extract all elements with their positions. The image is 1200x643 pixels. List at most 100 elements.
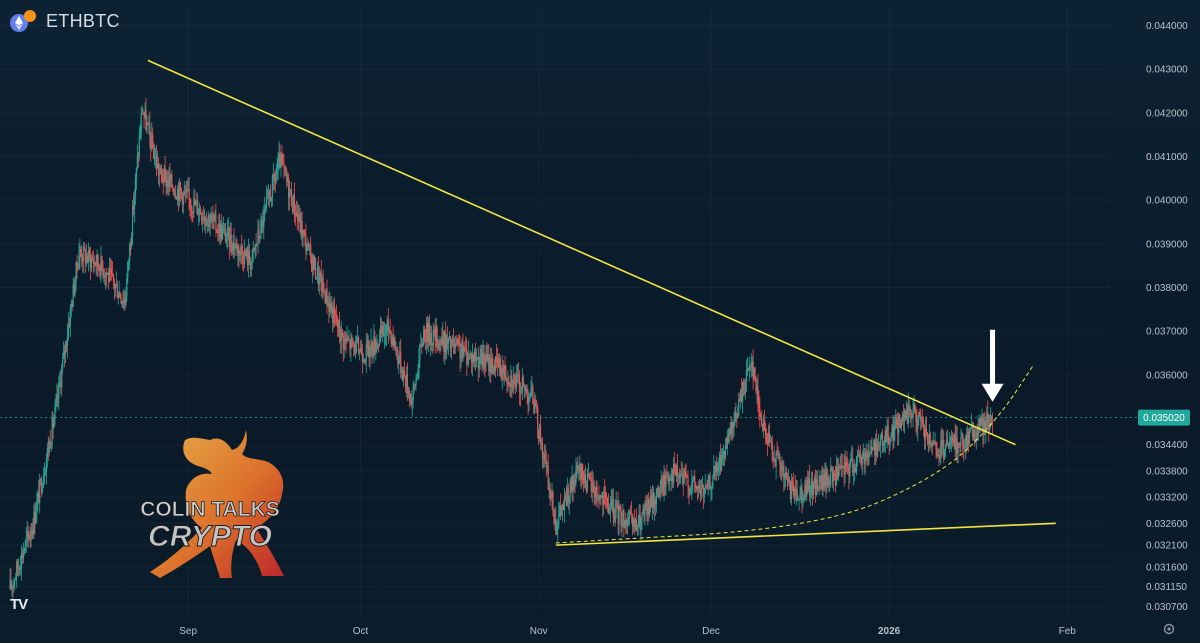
candle — [142, 108, 144, 115]
candle — [285, 165, 287, 177]
candle — [293, 182, 296, 223]
candle — [532, 383, 534, 405]
candle — [297, 204, 299, 232]
candle — [319, 269, 321, 283]
candle — [363, 357, 365, 364]
candle — [656, 485, 658, 498]
ascending-support-trendline[interactable] — [555, 522, 1056, 546]
candle — [230, 222, 232, 256]
candle — [793, 486, 795, 504]
candle — [425, 316, 428, 355]
current-price-badge[interactable] — [1138, 409, 1190, 426]
candle — [39, 473, 41, 514]
candle — [30, 523, 32, 548]
candle — [489, 353, 491, 382]
candle — [86, 244, 88, 267]
candle — [413, 381, 415, 394]
candle — [661, 475, 663, 497]
candle — [24, 539, 26, 554]
candle — [136, 144, 138, 171]
candle — [402, 366, 404, 382]
candle — [685, 463, 687, 486]
tradingview-logo[interactable]: TV — [10, 596, 28, 613]
candle — [551, 482, 553, 510]
descending-resistance-trendline[interactable] — [147, 59, 1016, 446]
candle — [365, 332, 367, 373]
candle — [681, 462, 683, 486]
candle — [221, 214, 223, 243]
candle — [348, 329, 350, 342]
gear-icon[interactable] — [1162, 622, 1176, 636]
candle — [408, 387, 410, 408]
candle — [783, 459, 785, 492]
candle — [541, 436, 544, 469]
time-axis[interactable]: Sep Oct Nov Dec 2026 Feb — [179, 626, 1076, 637]
candle — [376, 334, 378, 354]
candle — [906, 403, 908, 425]
candle — [417, 363, 419, 379]
candle — [45, 453, 47, 485]
candle — [362, 353, 364, 364]
candle — [897, 411, 899, 447]
arrow-down-icon[interactable] — [981, 329, 1004, 402]
candle — [418, 347, 420, 381]
candle — [414, 383, 416, 390]
candle — [824, 462, 826, 492]
parabolic-support-curve[interactable] — [555, 365, 1034, 544]
candle — [631, 513, 634, 536]
symbol-label[interactable]: ETHBTC — [46, 10, 120, 31]
candle — [758, 390, 760, 421]
candle — [704, 473, 706, 495]
candle — [206, 218, 208, 233]
candle — [130, 238, 132, 256]
candle — [625, 512, 627, 535]
candle — [563, 488, 566, 523]
candle — [370, 328, 372, 357]
candle — [41, 476, 43, 498]
candle — [158, 163, 160, 188]
candle — [578, 465, 580, 482]
eth-btc-icon — [10, 10, 36, 32]
candle — [23, 547, 25, 556]
candle — [190, 198, 192, 219]
candle — [439, 339, 441, 355]
candle — [865, 443, 867, 462]
candle — [902, 404, 905, 432]
candle — [924, 418, 927, 451]
candle — [580, 462, 582, 487]
candle — [787, 468, 790, 486]
candle — [964, 438, 966, 452]
candle — [597, 494, 599, 502]
candle — [12, 584, 14, 599]
candle — [94, 261, 96, 267]
candle — [607, 493, 610, 515]
candle — [472, 352, 475, 367]
candle — [442, 322, 444, 349]
candle — [683, 467, 685, 485]
candle — [432, 322, 434, 352]
candle — [181, 192, 183, 213]
candle — [195, 200, 197, 207]
candle — [276, 157, 278, 180]
candle — [549, 482, 551, 506]
price-axis[interactable]: 0.044000 0.043000 0.042000 0.041000 0.040000… — [1146, 21, 1188, 613]
candle — [697, 480, 700, 499]
candle — [858, 450, 861, 463]
candle — [916, 409, 918, 437]
candle — [64, 340, 67, 363]
candle — [251, 248, 253, 270]
candle — [703, 487, 705, 504]
candle — [474, 342, 477, 372]
candle — [855, 455, 858, 476]
candle — [198, 208, 200, 226]
candle — [904, 409, 906, 421]
candle — [478, 356, 480, 378]
candle — [470, 350, 472, 360]
candle — [646, 495, 648, 522]
candle — [359, 340, 362, 353]
candle — [932, 431, 934, 447]
candle — [456, 338, 458, 346]
candle — [298, 204, 300, 223]
